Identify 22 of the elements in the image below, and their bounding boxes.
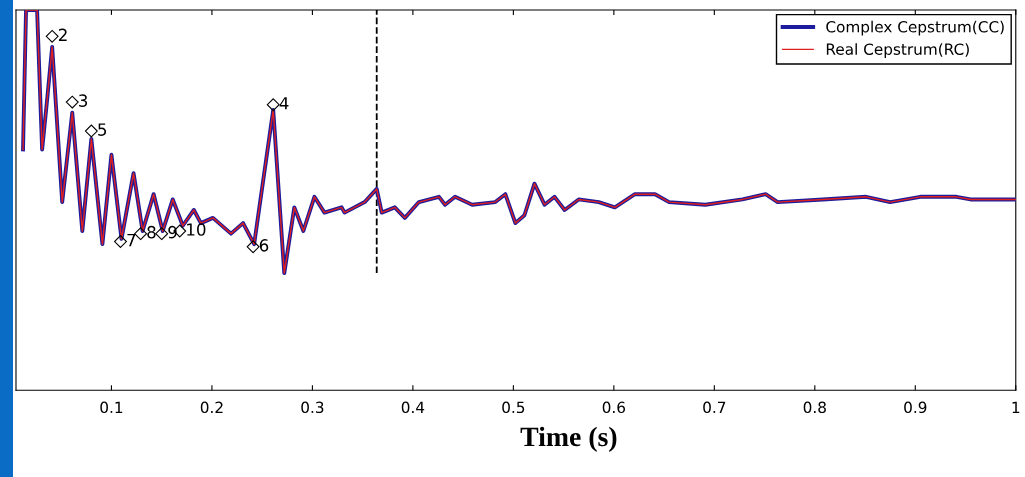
annotation: 9: [168, 225, 177, 239]
x-tick-label: 0.1: [100, 401, 123, 414]
x-tick-label: 0.2: [200, 401, 223, 414]
annotation: 4: [279, 97, 289, 110]
annotation: 7: [127, 233, 136, 247]
x-tick-label: 0.3: [301, 401, 324, 414]
annotation: 6: [259, 239, 269, 252]
annotation: 5: [98, 123, 107, 136]
x-tick-label: 0.8: [803, 401, 826, 414]
x-tick-label: 1: [1012, 401, 1020, 413]
annotation: 2: [58, 28, 67, 41]
x-tick-label: 0.7: [703, 401, 726, 414]
x-tick-label: 0.4: [401, 401, 425, 414]
legend-label: Real Cepstrum(RC): [826, 43, 969, 58]
x-axis-title: Time (s): [520, 426, 617, 452]
x-tick-label: 0.5: [502, 401, 525, 414]
x-tick-label: 0.6: [602, 401, 626, 414]
x-tick-label: 0.9: [904, 401, 927, 414]
annotation: 8: [147, 225, 156, 239]
annotation: 10: [187, 223, 206, 236]
annotation: 3: [79, 94, 88, 107]
legend-label: Complex Cepstrum(CC): [826, 20, 1004, 36]
